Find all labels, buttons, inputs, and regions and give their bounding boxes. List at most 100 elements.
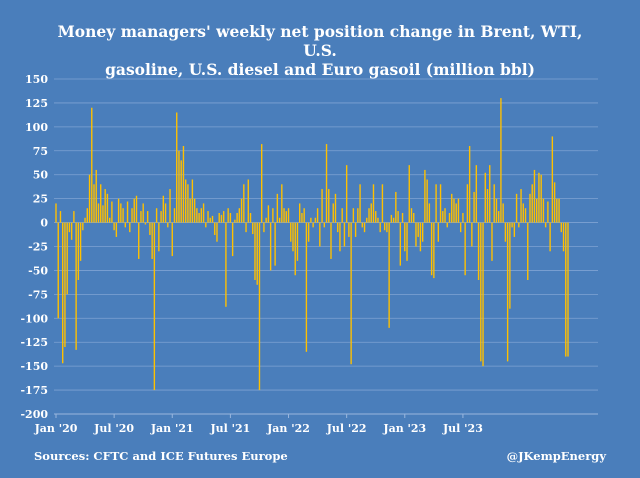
bar: [459, 222, 462, 233]
bar: [88, 174, 91, 223]
bar: [261, 144, 263, 223]
x-tick-label: Jan '22: [266, 422, 310, 435]
bar: [171, 222, 173, 257]
bar: [343, 222, 346, 247]
bar: [533, 169, 536, 223]
y-tick-label: -150: [20, 360, 48, 373]
bar: [283, 208, 285, 223]
bar: [265, 217, 267, 223]
bar: [184, 179, 187, 223]
bar: [522, 203, 524, 223]
bar: [290, 222, 292, 242]
bar: [462, 213, 464, 223]
chart-title: Money managers' weekly net position chan…: [40, 22, 600, 79]
bar: [386, 222, 388, 233]
bar: [124, 222, 127, 228]
bar: [68, 222, 71, 233]
bar: [70, 222, 73, 240]
bar: [151, 222, 153, 259]
bar: [140, 211, 142, 223]
bar: [236, 213, 238, 223]
bar: [200, 208, 203, 223]
x-tick-label: Jul '20: [93, 422, 134, 435]
bar: [106, 193, 109, 223]
bar: [225, 222, 227, 307]
y-tick-label: -25: [28, 241, 48, 254]
bar: [475, 165, 478, 223]
bar: [319, 222, 321, 247]
bar: [182, 146, 185, 223]
bar: [493, 184, 495, 223]
bar: [144, 222, 147, 225]
bar: [401, 213, 404, 223]
bar: [419, 222, 422, 252]
bar: [439, 184, 442, 223]
bar: [238, 208, 241, 223]
bar: [64, 222, 66, 347]
bar: [453, 198, 455, 223]
bar: [281, 184, 283, 223]
bar: [97, 203, 100, 223]
bar: [381, 184, 384, 223]
bar: [408, 165, 410, 223]
bar: [198, 213, 200, 223]
bar: [120, 203, 122, 223]
bar: [274, 222, 276, 266]
bar: [350, 222, 352, 365]
bar: [104, 189, 106, 223]
y-tick-label: 150: [25, 73, 48, 86]
bar: [307, 222, 310, 242]
bar: [375, 211, 377, 223]
axis-layer: 150 125 100 75 50 25 0 -25 -50 -75 -100 -125 -150 -17…: [20, 73, 598, 435]
bar: [180, 160, 182, 223]
bar: [249, 213, 252, 223]
bar: [531, 184, 533, 223]
bar: [348, 222, 350, 237]
bar: [211, 215, 214, 223]
y-tick-label: -200: [20, 408, 48, 421]
bar: [451, 193, 453, 223]
bar: [314, 217, 317, 223]
y-tick-label: 25: [33, 193, 48, 206]
bar: [191, 179, 194, 223]
bar: [345, 165, 348, 223]
bar: [413, 213, 415, 223]
bar: [292, 222, 294, 252]
bar: [207, 211, 209, 223]
bar: [189, 198, 191, 223]
bar: [444, 208, 446, 223]
bar: [536, 198, 538, 223]
bar: [243, 184, 245, 223]
bar: [538, 172, 540, 223]
bar: [111, 201, 113, 223]
bar: [84, 217, 86, 223]
bar: [164, 203, 167, 223]
bar: [446, 222, 448, 228]
bar: [202, 203, 205, 223]
y-tick-label: 0: [40, 217, 48, 230]
bar: [486, 189, 489, 223]
bar: [301, 213, 303, 223]
bar: [214, 222, 216, 236]
bar: [480, 222, 482, 362]
bar: [397, 211, 399, 223]
bar: [162, 195, 165, 223]
y-tick-label: 75: [33, 145, 48, 158]
bar: [529, 193, 531, 223]
bar: [82, 222, 84, 231]
bar: [131, 208, 133, 223]
bar: [565, 222, 567, 357]
bar: [341, 208, 343, 223]
bar: [511, 222, 513, 228]
bar: [227, 208, 229, 223]
bar: [66, 222, 68, 295]
bar: [272, 208, 274, 223]
bar: [234, 219, 236, 223]
bar: [361, 222, 363, 228]
x-tick-label: Jul '22: [326, 422, 367, 435]
bar: [135, 195, 138, 223]
bar: [178, 150, 180, 223]
bar: [553, 182, 556, 223]
bar: [442, 211, 444, 223]
